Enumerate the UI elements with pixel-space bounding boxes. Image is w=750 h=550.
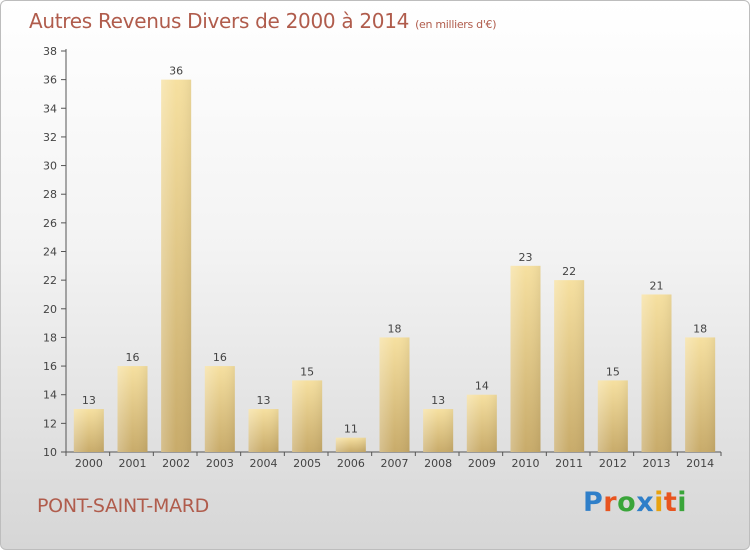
x-tick-label: 2000 <box>75 457 103 470</box>
bar-value-label: 22 <box>562 265 576 278</box>
bar-shade <box>641 294 672 452</box>
x-tick-label: 2006 <box>337 457 365 470</box>
bar-value-label: 15 <box>606 365 620 378</box>
y-tick-label: 34 <box>43 102 57 115</box>
y-tick-label: 36 <box>43 74 57 87</box>
bar-value-label: 18 <box>693 322 707 335</box>
logo-letter: i <box>677 487 688 518</box>
bar-shade <box>248 409 279 452</box>
x-tick-label: 2008 <box>424 457 452 470</box>
x-tick-label: 2011 <box>555 457 583 470</box>
bar-value-label: 16 <box>213 351 227 364</box>
x-tick-label: 2012 <box>599 457 627 470</box>
x-tick-label: 2003 <box>206 457 234 470</box>
logo-letter: i <box>654 487 664 518</box>
y-tick-label: 22 <box>43 274 57 287</box>
bar-value-label: 13 <box>82 394 96 407</box>
y-tick-label: 10 <box>43 446 57 459</box>
chart-title: Autres Revenus Divers de 2000 à 2014 (en … <box>29 9 497 33</box>
bar-shade <box>554 280 585 452</box>
y-tick-label: 38 <box>43 45 57 58</box>
chart-bars <box>73 79 716 453</box>
town-name: PONT-SAINT-MARD <box>37 495 210 517</box>
logo-letter: x <box>636 487 655 518</box>
logo-letter: r <box>603 487 618 518</box>
x-tick-label: 2010 <box>512 457 540 470</box>
logo-letter: o <box>617 487 637 518</box>
y-tick-label: 16 <box>43 360 57 373</box>
y-tick-label: 24 <box>43 246 57 259</box>
x-tick-label: 2009 <box>468 457 496 470</box>
x-tick-label: 2002 <box>162 457 190 470</box>
chart-labels: 2000 13 2001 16 2002 36 2003 16 2004 13 2005 15 2006… <box>75 65 714 470</box>
x-tick-label: 2001 <box>119 457 147 470</box>
x-tick-label: 2013 <box>643 457 671 470</box>
bar-value-label: 15 <box>300 365 314 378</box>
bar-shade <box>335 437 366 452</box>
bar-value-label: 11 <box>344 423 358 436</box>
x-tick-label: 2004 <box>250 457 278 470</box>
bar-value-label: 18 <box>388 322 402 335</box>
proxiti-logo: Proxiti <box>583 487 687 518</box>
y-tick-label: 20 <box>43 303 57 316</box>
bar-shade <box>204 366 235 452</box>
y-tick-label: 30 <box>43 160 57 173</box>
x-tick-label: 2014 <box>686 457 714 470</box>
bar-shade <box>379 337 410 452</box>
bar-shade <box>685 337 716 452</box>
bar-value-label: 16 <box>126 351 140 364</box>
bar-shade <box>292 380 323 452</box>
x-tick-label: 2007 <box>381 457 409 470</box>
logo-letter: P <box>583 487 604 518</box>
bar-value-label: 36 <box>169 65 183 78</box>
bar-value-label: 21 <box>650 279 664 292</box>
y-tick-label: 14 <box>43 389 57 402</box>
bar-value-label: 13 <box>431 394 445 407</box>
logo-letter: t <box>663 487 678 518</box>
bar-shade <box>510 265 541 452</box>
bar-shade <box>73 409 104 452</box>
bar-shade <box>466 394 497 452</box>
y-tick-label: 12 <box>43 417 57 430</box>
chart-subtitle: (en milliers d'€) <box>415 18 497 31</box>
bar-value-label: 14 <box>475 380 489 393</box>
y-tick-label: 26 <box>43 217 57 230</box>
chart-axes: 10 12 14 16 18 20 22 24 26 28 30 32 34 36 38 <box>43 45 722 459</box>
x-tick-label: 2005 <box>293 457 321 470</box>
bar-shade <box>597 380 628 452</box>
y-tick-label: 18 <box>43 331 57 344</box>
bar-value-label: 13 <box>257 394 271 407</box>
bar-shade <box>423 409 454 452</box>
chart-title-text: Autres Revenus Divers de 2000 à 2014 <box>29 9 410 33</box>
bar-shade <box>161 79 192 453</box>
bar-shade <box>117 366 148 452</box>
y-tick-label: 32 <box>43 131 57 144</box>
bar-value-label: 23 <box>519 251 533 264</box>
y-tick-label: 28 <box>43 188 57 201</box>
